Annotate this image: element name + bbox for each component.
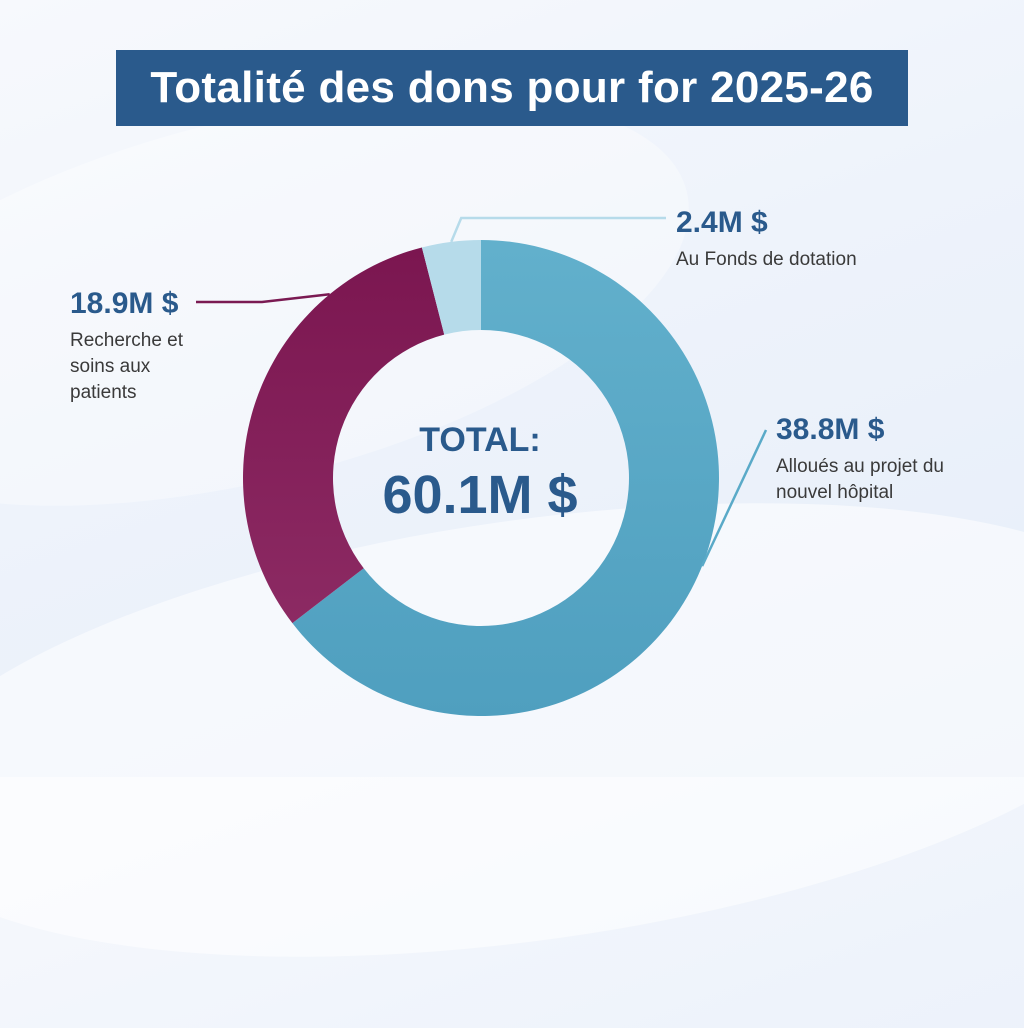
value-label-fonds: 2.4M $ bbox=[676, 206, 768, 239]
label-recherche: 18.9M $ Recherche et soins aux patients bbox=[70, 286, 220, 406]
donut-chart bbox=[196, 216, 768, 716]
value-label-recherche: 18.9M $ bbox=[70, 287, 179, 320]
slice-hopital bbox=[292, 240, 719, 716]
value-label-hopital: 38.8M $ bbox=[776, 413, 885, 446]
leader-line-recherche bbox=[196, 293, 330, 304]
description-fonds: Au Fonds de dotation bbox=[676, 249, 857, 270]
total-value: 60.1M $ bbox=[382, 465, 578, 525]
chart-title: Totalité des dons pour for 2025-26 bbox=[150, 63, 874, 112]
slice-recherche bbox=[243, 247, 445, 624]
description-recherche: Recherche et soins aux patients bbox=[70, 330, 184, 403]
center-total: TOTAL: 60.1M $ bbox=[330, 420, 630, 526]
slice-fonds bbox=[421, 240, 481, 335]
description-hopital: Alloués au projet du nouvel hôpital bbox=[776, 456, 944, 503]
total-label: TOTAL: bbox=[419, 421, 541, 459]
label-fonds: 2.4M $ Au Fonds de dotation bbox=[676, 205, 936, 273]
title-banner: Totalité des dons pour for 2025-26 bbox=[116, 50, 908, 126]
leader-line-hopital bbox=[700, 429, 768, 567]
leader-line-fonds bbox=[450, 216, 666, 243]
label-hopital: 38.8M $ Alloués au projet du nouvel hôpi… bbox=[776, 412, 976, 506]
